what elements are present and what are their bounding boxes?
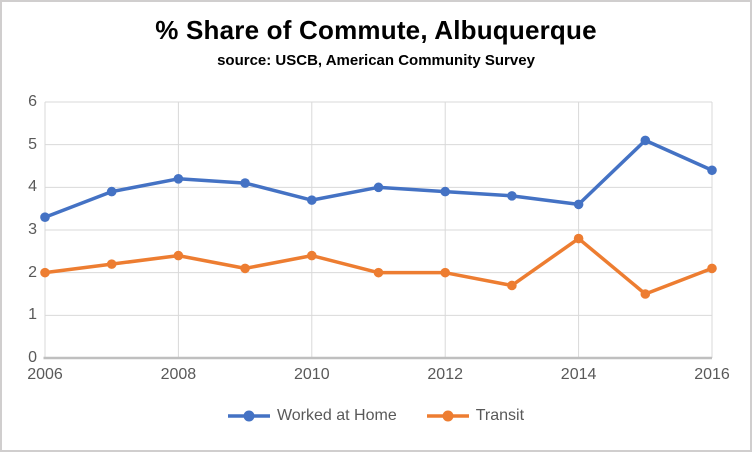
data-point-marker	[373, 267, 384, 278]
data-point-marker	[707, 165, 717, 176]
data-point-marker	[507, 280, 517, 291]
data-point-marker	[640, 135, 651, 146]
x-axis-tick-label: 2014	[560, 366, 597, 383]
data-point-marker	[307, 250, 317, 261]
data-point-marker	[40, 212, 50, 222]
data-point-marker	[307, 195, 317, 205]
y-axis-tick-label: 6	[28, 93, 37, 110]
data-point-marker	[440, 186, 451, 197]
data-point-marker	[240, 263, 250, 274]
y-axis-tick-label: 4	[28, 178, 37, 196]
plot-area	[40, 101, 717, 360]
x-axis-tick-label: 2016	[694, 366, 730, 383]
legend-line-marker-icon	[227, 410, 270, 422]
chart-title: % Share of Commute, Albuquerque	[155, 15, 597, 45]
data-point-marker	[40, 267, 50, 278]
x-axis-tick-label: 2010	[294, 366, 330, 383]
x-axis-tick-label: 2008	[160, 366, 197, 383]
data-point-marker	[373, 182, 384, 193]
legend-label: Worked at Home	[276, 407, 397, 424]
data-point-marker	[173, 174, 184, 184]
legend: Worked at Home Transit	[2, 407, 750, 425]
data-point-marker	[707, 263, 717, 274]
series-line	[43, 236, 714, 296]
data-point-marker	[440, 267, 451, 278]
y-axis-tick-label: 5	[28, 135, 37, 153]
x-axis-tick-label: 2006	[27, 366, 63, 383]
data-point-marker	[573, 233, 584, 244]
legend-line-marker-icon	[426, 410, 469, 422]
y-axis-tick-label: 0	[28, 349, 37, 366]
series-line	[43, 138, 714, 219]
legend-label: Transit	[475, 407, 525, 424]
data-point-marker	[106, 186, 117, 197]
y-axis-tick-label: 3	[28, 221, 37, 238]
y-axis-tick-label: 2	[28, 263, 37, 281]
data-point-marker	[173, 250, 184, 261]
legend-item: Worked at Home	[227, 407, 397, 425]
chart-subtitle: source: USCB, American Community Survey	[217, 52, 535, 69]
legend-item: Transit	[426, 407, 525, 425]
data-point-marker	[240, 178, 250, 188]
data-point-marker	[573, 199, 584, 210]
data-point-marker	[507, 191, 517, 201]
data-point-marker	[106, 259, 117, 269]
x-axis-tick-label: 2012	[427, 366, 463, 383]
data-point-marker	[640, 289, 651, 299]
y-axis-tick-label: 1	[28, 306, 37, 324]
